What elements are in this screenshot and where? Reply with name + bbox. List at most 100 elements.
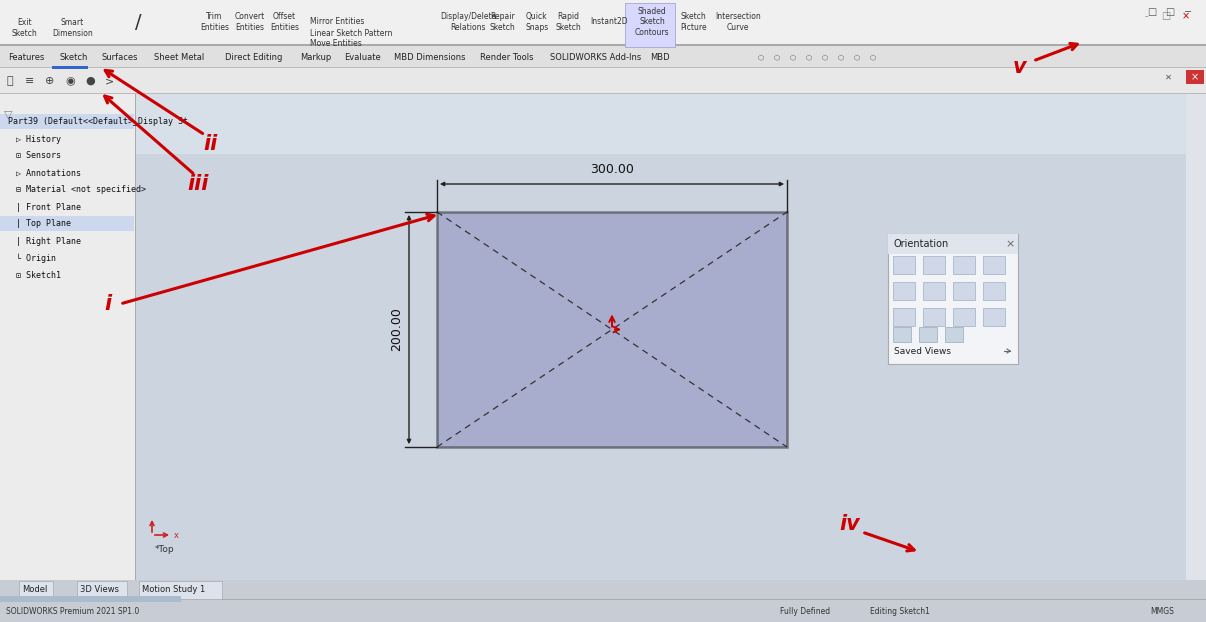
- Text: Sketch: Sketch: [59, 52, 87, 62]
- Text: ii: ii: [203, 134, 217, 154]
- Bar: [0, 580, 1206, 622]
- Text: ⬡: ⬡: [806, 54, 812, 60]
- Bar: [625, 3, 675, 47]
- Bar: [788, 51, 800, 64]
- Bar: [983, 282, 1005, 300]
- Text: 300.00: 300.00: [590, 163, 634, 176]
- Text: | Front Plane: | Front Plane: [16, 203, 81, 211]
- Text: ⬡: ⬡: [870, 54, 876, 60]
- Text: Fully Defined: Fully Defined: [780, 606, 830, 616]
- Bar: [0, 93, 1206, 94]
- Text: Trim
Entities: Trim Entities: [200, 12, 229, 32]
- Text: ✕: ✕: [1165, 73, 1171, 81]
- Text: /: /: [135, 12, 141, 32]
- Text: Intersection
Curve: Intersection Curve: [715, 12, 761, 32]
- Bar: [803, 51, 816, 64]
- Text: −: −: [1184, 7, 1192, 17]
- Bar: [0, 68, 1206, 94]
- Bar: [1185, 94, 1206, 580]
- Text: Move Entities: Move Entities: [310, 40, 362, 49]
- Text: ⬡: ⬡: [854, 54, 860, 60]
- Text: Display/Delete
Relations: Display/Delete Relations: [440, 12, 496, 32]
- Bar: [892, 282, 915, 300]
- Text: Instant2D: Instant2D: [590, 17, 627, 27]
- Text: iv: iv: [839, 514, 860, 534]
- Text: ⬡: ⬡: [774, 54, 780, 60]
- Text: □: □: [1165, 7, 1175, 17]
- Bar: [892, 308, 915, 326]
- Text: ×: ×: [1006, 239, 1014, 249]
- Bar: [0, 94, 1206, 154]
- Bar: [892, 256, 915, 274]
- Text: Direct Editing: Direct Editing: [226, 52, 282, 62]
- Bar: [888, 234, 1018, 254]
- Text: ×: ×: [1192, 72, 1199, 82]
- Text: Exit
Sketch: Exit Sketch: [12, 18, 37, 38]
- Text: ⊕: ⊕: [46, 76, 54, 86]
- Text: ⬡: ⬡: [822, 54, 829, 60]
- Text: ⬡: ⬡: [838, 54, 844, 60]
- Text: Linear Sketch Pattern: Linear Sketch Pattern: [310, 29, 392, 39]
- Text: ⊡ Sketch1: ⊡ Sketch1: [16, 271, 62, 279]
- Bar: [867, 51, 880, 64]
- Text: Sketch
Picture: Sketch Picture: [680, 12, 707, 32]
- Text: □: □: [1161, 11, 1171, 21]
- Text: SOLIDWORKS Premium 2021 SP1.0: SOLIDWORKS Premium 2021 SP1.0: [6, 606, 139, 616]
- Text: Features: Features: [8, 52, 45, 62]
- Bar: [953, 308, 974, 326]
- Text: └ Origin: └ Origin: [16, 253, 55, 262]
- Text: | Right Plane: | Right Plane: [16, 236, 81, 246]
- Text: MBD: MBD: [650, 52, 669, 62]
- Text: ≡: ≡: [25, 76, 35, 86]
- Bar: [19, 581, 53, 599]
- Bar: [923, 308, 946, 326]
- Text: Saved Views: Saved Views: [894, 346, 952, 356]
- Text: ▷ History: ▷ History: [16, 134, 62, 144]
- Text: iii: iii: [187, 174, 209, 194]
- Text: □: □: [1147, 7, 1157, 17]
- Bar: [946, 327, 964, 342]
- Text: ◉: ◉: [65, 76, 75, 86]
- Bar: [139, 581, 222, 599]
- Bar: [0, 44, 1206, 46]
- Bar: [52, 66, 88, 69]
- Bar: [851, 51, 863, 64]
- Text: v: v: [1013, 57, 1026, 77]
- Text: Surfaces: Surfaces: [101, 52, 137, 62]
- Text: ●: ●: [86, 76, 95, 86]
- Text: ▷ Annotations: ▷ Annotations: [16, 169, 81, 177]
- Text: Rapid
Sketch: Rapid Sketch: [555, 12, 581, 32]
- Bar: [919, 327, 937, 342]
- Text: 3D Views: 3D Views: [80, 585, 119, 593]
- Text: Part39 (Default<<Default>_Display St: Part39 (Default<<Default>_Display St: [8, 118, 188, 126]
- Text: MBD Dimensions: MBD Dimensions: [394, 52, 466, 62]
- Text: >: >: [105, 76, 115, 86]
- Bar: [888, 234, 1018, 364]
- Bar: [0, 216, 134, 231]
- Text: *Top: *Top: [156, 545, 175, 554]
- Text: Smart
Dimension: Smart Dimension: [52, 18, 93, 38]
- Text: x: x: [174, 531, 178, 539]
- Bar: [0, 94, 135, 580]
- Text: Convert
Entities: Convert Entities: [235, 12, 265, 32]
- Bar: [0, 114, 134, 129]
- Text: Repair
Sketch: Repair Sketch: [490, 12, 516, 32]
- Text: Render Tools: Render Tools: [480, 52, 534, 62]
- Text: | Top Plane: | Top Plane: [16, 220, 71, 228]
- Bar: [953, 256, 974, 274]
- Bar: [771, 51, 784, 64]
- Bar: [923, 256, 946, 274]
- Bar: [819, 51, 832, 64]
- Bar: [983, 308, 1005, 326]
- Bar: [953, 282, 974, 300]
- Text: Motion Study 1: Motion Study 1: [142, 585, 205, 593]
- Text: ×: ×: [1182, 11, 1190, 21]
- Text: ⊟ Material <not specified>: ⊟ Material <not specified>: [16, 185, 146, 195]
- Bar: [983, 256, 1005, 274]
- Bar: [0, 94, 1206, 580]
- Text: ⬡: ⬡: [757, 54, 765, 60]
- Text: Quick
Snaps: Quick Snaps: [525, 12, 549, 32]
- Text: ⊡ Sensors: ⊡ Sensors: [16, 152, 62, 160]
- Text: Mirror Entities: Mirror Entities: [310, 17, 364, 27]
- Text: Shaded
Sketch
Contours: Shaded Sketch Contours: [636, 7, 669, 37]
